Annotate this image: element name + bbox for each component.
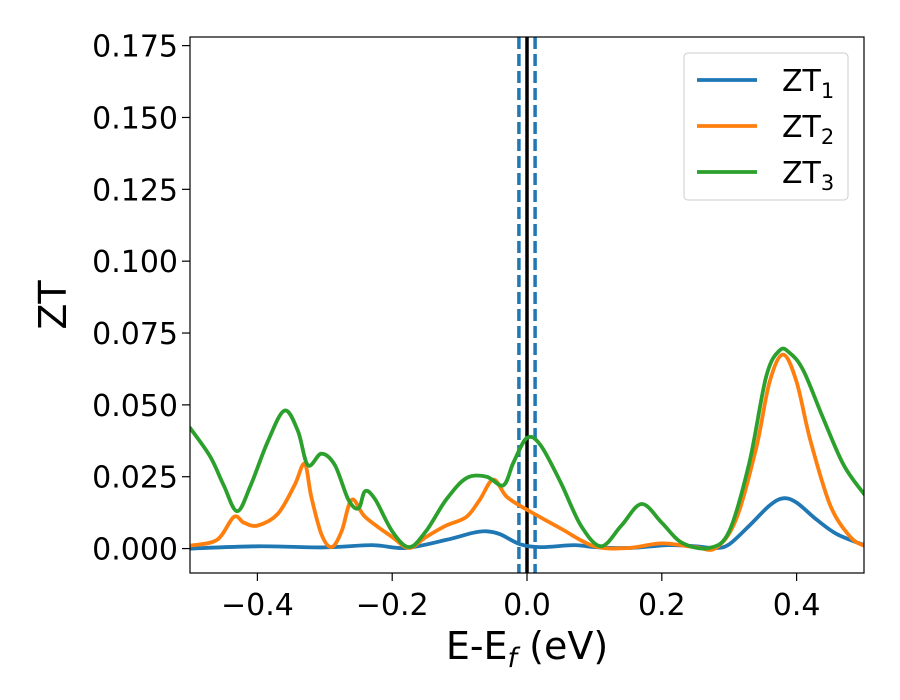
legend-label-zt3: ZT3 <box>782 156 834 195</box>
y-tick-label: 0.075 <box>92 317 178 352</box>
y-tick-label: 0.025 <box>92 461 178 496</box>
y-tick-label: 0.125 <box>92 173 178 208</box>
x-tick-label: −0.2 <box>356 588 429 623</box>
x-tick-label: 0.0 <box>503 588 551 623</box>
y-tick-label: 0.000 <box>92 533 178 568</box>
legend-label-zt1: ZT1 <box>782 64 834 103</box>
legend-label-zt2: ZT2 <box>782 110 834 149</box>
legend-box <box>683 52 849 201</box>
x-tick-label: −0.4 <box>221 588 294 623</box>
x-axis-label: E-Ef (eV) <box>446 624 608 674</box>
y-tick-label: 0.175 <box>92 30 178 65</box>
series-line-zt3 <box>190 346 864 551</box>
y-tick-label: 0.100 <box>92 245 178 280</box>
x-tick-label: 0.4 <box>773 588 821 623</box>
series-line-zt2 <box>190 352 864 552</box>
y-tick-label: 0.150 <box>92 101 178 136</box>
y-tick-label: 0.050 <box>92 389 178 424</box>
x-tick-label: 0.2 <box>638 588 686 623</box>
legend: ZT1 ZT2 ZT3 <box>683 52 849 201</box>
y-axis-label: ZT <box>31 280 75 330</box>
